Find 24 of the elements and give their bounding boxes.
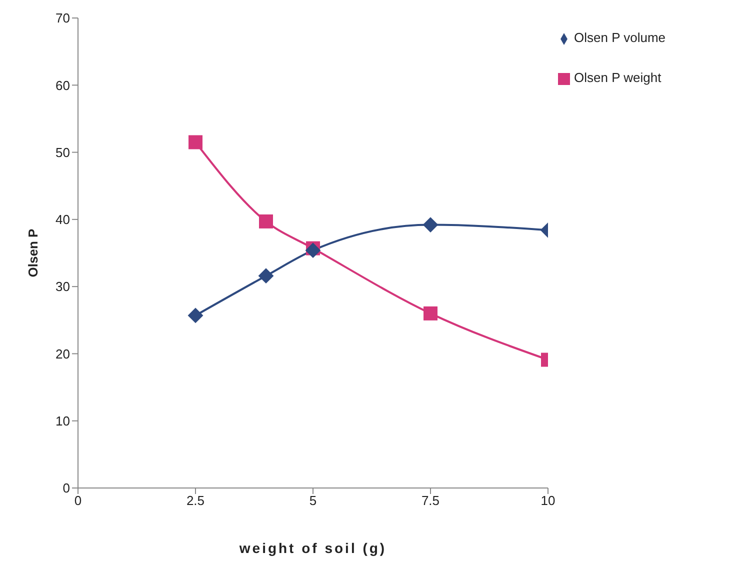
- x-tick-label: 7.5: [421, 493, 440, 508]
- y-tick-label: 40: [56, 212, 70, 228]
- x-tick-label: 0: [74, 493, 82, 508]
- y-tick-label: 30: [56, 279, 70, 294]
- point: [259, 214, 273, 228]
- y-tick-label: 20: [56, 346, 70, 362]
- y-tick-label: 0: [62, 480, 70, 496]
- y-tick-label: 70: [56, 10, 70, 26]
- point: [258, 268, 274, 284]
- point: [188, 308, 203, 323]
- point: [188, 135, 202, 150]
- y-axis-title: Olsen P: [26, 228, 41, 278]
- x-axis-title: weight of soil (g): [238, 540, 387, 556]
- x-tick-label: 10: [540, 493, 556, 508]
- legend-label: Olsen P weight: [574, 70, 662, 85]
- y-tick-label: 50: [56, 144, 70, 160]
- point: [306, 242, 320, 258]
- point: [424, 306, 438, 320]
- x-tick-label: 5: [309, 493, 317, 508]
- y-tick-label: 60: [56, 78, 70, 93]
- point: [423, 217, 438, 232]
- x-tick-label: 2.5: [186, 493, 205, 508]
- legend-label: Olsen P volume: [574, 30, 666, 45]
- y-tick-label: 10: [56, 413, 70, 428]
